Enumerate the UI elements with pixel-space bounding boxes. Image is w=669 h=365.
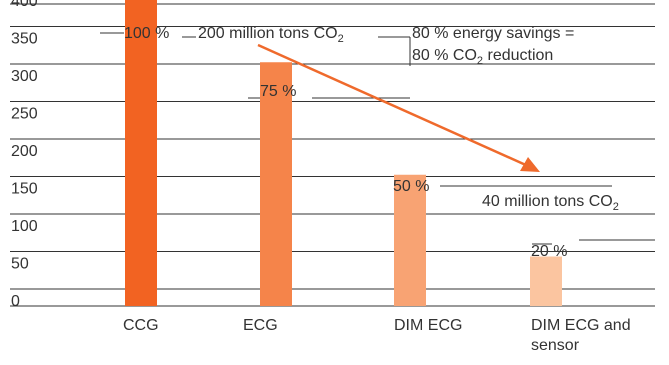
- category-label-ccg: CCG: [123, 317, 159, 334]
- data-label-ccg: 100 %: [124, 25, 169, 42]
- bars: [125, 0, 562, 306]
- category-label-dim-ecg: DIM ECG: [394, 317, 462, 334]
- data-label-leaders: [100, 32, 655, 245]
- y-tick-label: 250: [11, 106, 38, 123]
- data-label-ecg: 75 %: [260, 83, 296, 100]
- data-label-dim-sensor: 20 %: [531, 243, 567, 260]
- annotation-top-amount: 200 million tons CO2: [198, 25, 344, 45]
- y-tick-label: 400: [11, 0, 38, 10]
- annotation-bottom-amount: 40 million tons CO2: [482, 193, 619, 213]
- annotation-savings-line1: 80 % energy savings =: [412, 25, 574, 42]
- reduction-arrow: [257, 43, 540, 172]
- y-tick-label: 0: [11, 293, 20, 310]
- annotation-savings-line2: 80 % CO2 reduction: [412, 47, 553, 67]
- y-tick-label: 200: [11, 143, 38, 160]
- y-tick-label: 100: [11, 218, 38, 235]
- y-axis-ticks: 0 50 100 150 200 250 300 350 400: [11, 0, 38, 310]
- y-tick-label: 50: [11, 256, 29, 273]
- data-label-dim-ecg: 50 %: [393, 178, 429, 195]
- y-tick-label: 350: [11, 31, 38, 48]
- y-tick-label: 150: [11, 181, 38, 198]
- bar-ecg: [260, 62, 292, 306]
- x-axis-categories: CCG ECG DIM ECG DIM ECG and sensor: [123, 317, 631, 354]
- category-label-ecg: ECG: [243, 317, 278, 334]
- category-label-dim-ecg-and-sensor: DIM ECG and sensor: [531, 317, 631, 354]
- bar-ccg: [125, 0, 157, 306]
- y-tick-label: 300: [11, 68, 38, 85]
- bar-dim-ecg-and-sensor: [530, 256, 562, 306]
- bar-dim-ecg: [394, 174, 426, 306]
